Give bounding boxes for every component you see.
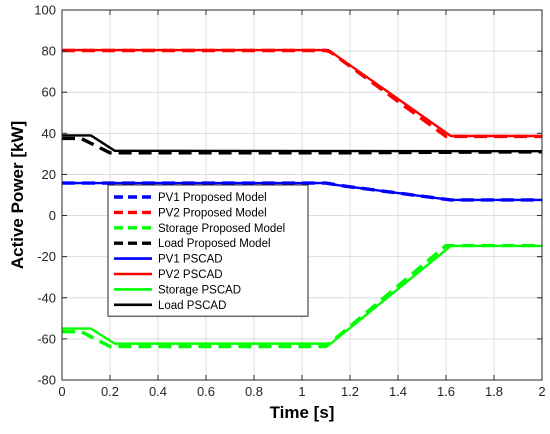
x-tick-label: 0.6 xyxy=(197,384,215,399)
y-tick-label: 40 xyxy=(42,126,56,141)
y-axis-title: Active Power [kW] xyxy=(8,121,27,269)
legend-box xyxy=(107,184,309,317)
x-tick-label: 1.2 xyxy=(341,384,359,399)
legend-label: PV2 Proposed Model xyxy=(158,207,267,219)
x-tick-label: 2 xyxy=(538,384,545,399)
y-tick-label: 0 xyxy=(49,208,56,223)
y-tick-label: -40 xyxy=(37,290,56,305)
series-line-storage-proposed-model xyxy=(62,243,542,349)
y-tick-label: -20 xyxy=(37,249,56,264)
x-tick-label: 1.4 xyxy=(389,384,407,399)
x-tick-label: 1.8 xyxy=(485,384,503,399)
x-tick-label: 0.2 xyxy=(101,384,119,399)
y-tick-label: 80 xyxy=(42,44,56,59)
series-line-pv2-proposed-model xyxy=(62,48,542,139)
legend-label: PV1 PSCAD xyxy=(158,254,223,266)
legend: PV1 Proposed Model PV2 Proposed Model Stor… xyxy=(107,184,309,317)
y-tick-label: 60 xyxy=(42,85,56,100)
series-line-pv1-proposed-model xyxy=(62,181,542,202)
legend-label: PV2 PSCAD xyxy=(158,269,223,281)
series-line-load-proposed-model xyxy=(62,136,543,155)
x-tick-label: 1 xyxy=(298,384,305,399)
y-tick-label: -80 xyxy=(37,373,56,388)
y-tick-label: 100 xyxy=(34,3,56,18)
series-layer xyxy=(62,48,543,349)
x-tick-label: 0 xyxy=(58,384,65,399)
x-axis-title: Time [s] xyxy=(270,403,335,422)
legend-label: Load Proposed Model xyxy=(158,238,271,250)
legend-label: Load PSCAD xyxy=(158,300,226,312)
legend-label: Storage Proposed Model xyxy=(158,223,285,235)
series-line-load-pscad xyxy=(62,134,543,153)
x-tick-label: 0.4 xyxy=(149,384,167,399)
legend-label: Storage PSCAD xyxy=(158,284,241,296)
x-tick-label: 0.8 xyxy=(245,384,263,399)
x-tick-label: 1.6 xyxy=(437,384,455,399)
axis-ticks: 0 0.2 0.4 0.6 0.8 1 1.2 1.4 1.6 1.8 2 -80 -60 -40 -20 0… xyxy=(34,3,545,400)
y-tick-label: 20 xyxy=(42,167,56,182)
legend-label: PV1 Proposed Model xyxy=(158,192,267,204)
y-tick-label: -60 xyxy=(37,331,56,346)
